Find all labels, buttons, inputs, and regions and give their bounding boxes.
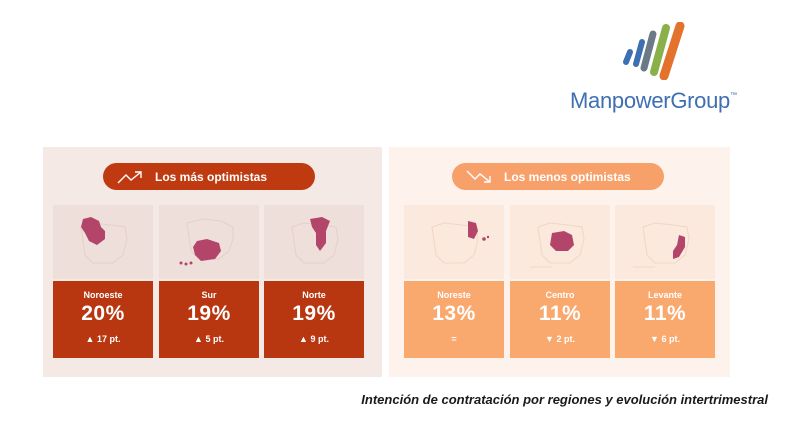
region-percent: 19% [292, 302, 336, 325]
spain-map-sur [159, 205, 259, 279]
region-change: ▼ 2 pt. [545, 334, 575, 344]
spain-map-noroeste [53, 205, 153, 279]
region-stat-levante: Levante 11% ▼ 6 pt. [615, 281, 715, 358]
region-name: Sur [201, 290, 217, 300]
region-stat-sur: Sur 19% ▲ 5 pt. [159, 281, 259, 358]
logo-wordmark: ManpowerGroup™ [570, 88, 737, 114]
logo-trademark: ™ [729, 92, 737, 99]
region-name: Norte [302, 290, 326, 300]
spain-map-centro [510, 205, 610, 279]
region-change: ▼ 6 pt. [650, 334, 680, 344]
region-name: Levante [647, 290, 682, 300]
region-stat-centro: Centro 11% ▼ 2 pt. [510, 281, 610, 358]
region-percent: 11% [643, 302, 687, 325]
region-percent: 19% [187, 302, 231, 325]
least-optimistic-panel: Los menos optimistas Noreste 13% = [389, 147, 730, 377]
region-change: ▲ 5 pt. [194, 334, 224, 344]
least-optimistic-header: Los menos optimistas [452, 163, 664, 190]
region-change: = [451, 334, 457, 344]
region-stat-noreste: Noreste 13% = [404, 281, 504, 358]
region-name: Noreste [437, 290, 471, 300]
logo-mark-icon [623, 22, 685, 80]
least-optimistic-title: Los menos optimistas [504, 169, 631, 184]
region-stat-norte: Norte 19% ▲ 9 pt. [264, 281, 364, 358]
trend-up-icon [117, 170, 142, 183]
region-stat-noroeste: Noroeste 20% ▲ 17 pt. [53, 281, 153, 358]
most-optimistic-title: Los más optimistas [155, 169, 268, 184]
region-percent: 20% [81, 302, 125, 325]
trend-down-icon [466, 170, 491, 183]
region-card-norte: Norte 19% ▲ 9 pt. [264, 205, 364, 358]
most-optimistic-panel: Los más optimistas Noroeste 20% ▲ 17 pt. [43, 147, 382, 377]
region-percent: 11% [538, 302, 582, 325]
region-card-noroeste: Noroeste 20% ▲ 17 pt. [53, 205, 153, 358]
region-card-noreste: Noreste 13% = [404, 205, 504, 358]
caption: Intención de contratación por regiones y… [361, 392, 768, 407]
region-change: ▲ 17 pt. [85, 334, 121, 344]
region-card-levante: Levante 11% ▼ 6 pt. [615, 205, 715, 358]
most-optimistic-header: Los más optimistas [103, 163, 315, 190]
spain-map-levante [615, 205, 715, 279]
region-card-centro: Centro 11% ▼ 2 pt. [510, 205, 610, 358]
region-name: Noroeste [83, 290, 123, 300]
region-card-sur: Sur 19% ▲ 5 pt. [159, 205, 259, 358]
manpowergroup-logo: ManpowerGroup™ [570, 22, 745, 122]
spain-map-norte [264, 205, 364, 279]
region-percent: 13% [432, 302, 476, 325]
logo-brand-text: ManpowerGroup [570, 88, 730, 113]
region-name: Centro [545, 290, 575, 300]
region-change: ▲ 9 pt. [299, 334, 329, 344]
spain-map-noreste [404, 205, 504, 279]
